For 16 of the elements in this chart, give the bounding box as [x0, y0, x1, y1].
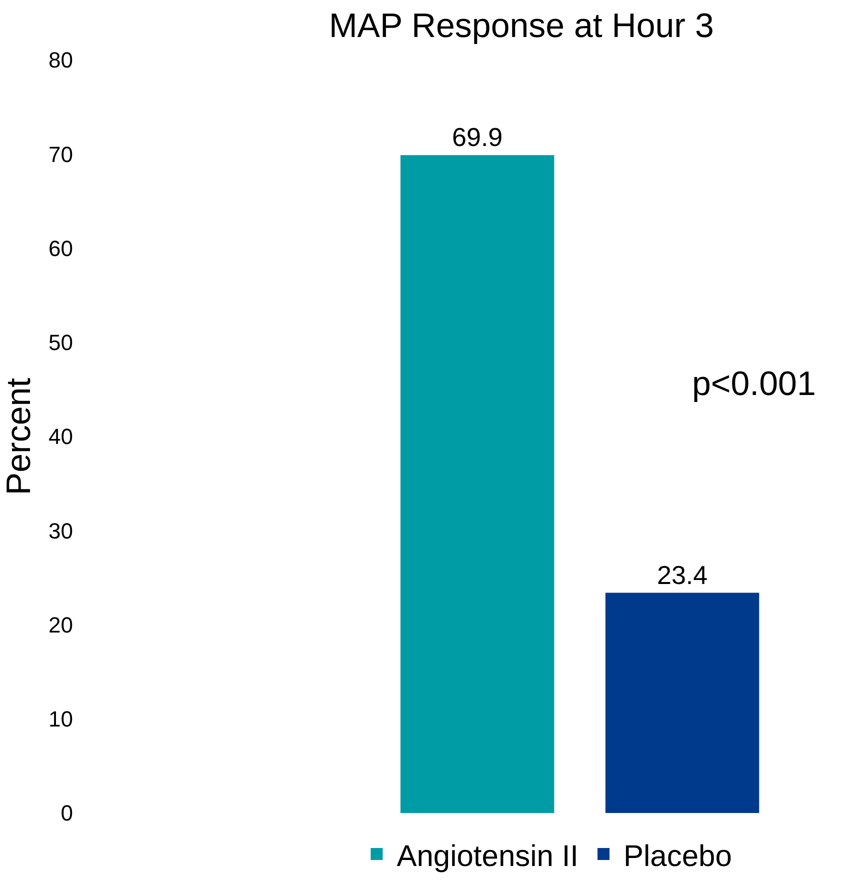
- data-label: 23.4: [656, 560, 708, 590]
- y-tick-label: 60: [48, 236, 73, 261]
- chart-title: MAP Response at Hour 3: [328, 7, 714, 46]
- y-tick-label: 80: [48, 48, 73, 73]
- legend-label: Angiotensin II: [396, 840, 578, 873]
- y-tick-label: 30: [48, 518, 73, 544]
- y-tick-label: 0: [60, 800, 73, 826]
- y-tick-label: 70: [48, 142, 73, 167]
- legend-label: Placebo: [623, 840, 732, 873]
- y-tick-label: 20: [48, 612, 73, 638]
- y-tick-label: 40: [48, 424, 73, 450]
- y-tick-label: 10: [48, 706, 73, 732]
- annotation: p<0.001: [692, 365, 816, 403]
- data-label: 69.9: [452, 122, 503, 152]
- y-tick-label: 50: [48, 330, 73, 356]
- y-axis-title: Percent: [0, 377, 38, 496]
